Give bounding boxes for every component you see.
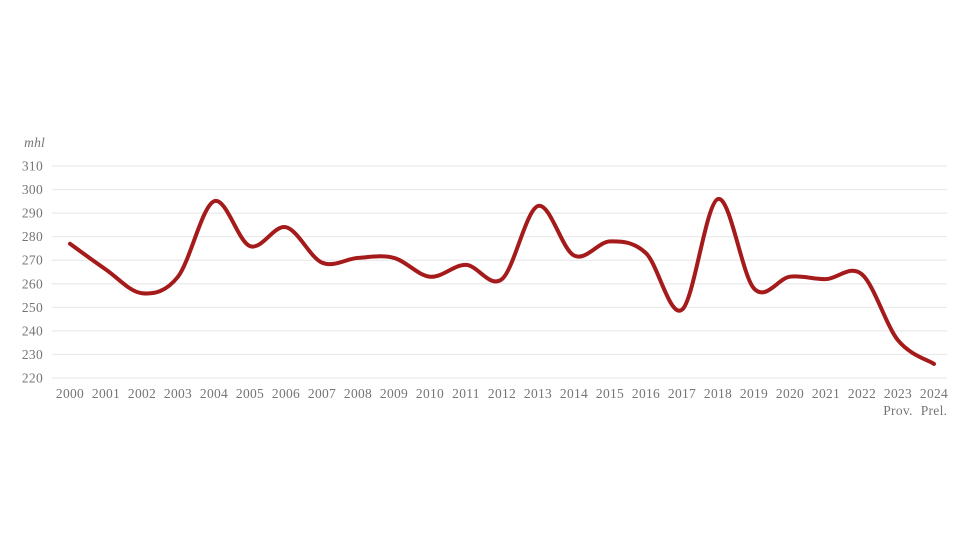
y-tick-label: 260 [22, 276, 43, 291]
y-tick-label: 240 [22, 323, 43, 338]
x-tick-label: 2016 [632, 386, 660, 401]
x-tick-label: 2007 [308, 386, 336, 401]
y-tick-label: 250 [22, 300, 43, 315]
x-tick-label: 2015 [596, 386, 624, 401]
x-tick-label: 2023 [884, 386, 912, 401]
x-tick-label: 2021 [812, 386, 840, 401]
y-axis-unit-label: mhl [24, 135, 45, 150]
x-tick-label: 2022 [848, 386, 876, 401]
x-tick-label: 2010 [416, 386, 444, 401]
x-tick-label: 2005 [236, 386, 264, 401]
x-tick-label: 2017 [668, 386, 696, 401]
x-tick-label: 2002 [128, 386, 156, 401]
y-tick-label: 290 [22, 206, 43, 221]
x-axis-tick-labels: 2000 2001 2002 2003 2004 2005 2006 2007 2008 2009… [56, 386, 948, 418]
y-axis-tick-labels: 310 300 290 280 270 260 250 240 230 220 [22, 159, 43, 386]
x-tick-label: 2011 [452, 386, 480, 401]
y-tick-label: 270 [22, 253, 43, 268]
x-tick-label: 2024 [920, 386, 948, 401]
x-tick-label: 2006 [272, 386, 300, 401]
y-tick-label: 300 [22, 182, 43, 197]
x-tick-label: 2008 [344, 386, 372, 401]
y-tick-label: 310 [22, 159, 43, 174]
x-tick-label: 2019 [740, 386, 768, 401]
x-sub-label: Prel. [921, 403, 948, 418]
y-tick-label: 230 [22, 347, 43, 362]
y-tick-label: 280 [22, 229, 43, 244]
x-tick-label: 2000 [56, 386, 84, 401]
x-tick-label: 2018 [704, 386, 732, 401]
x-sub-label: Prov. [883, 403, 913, 418]
x-tick-label: 2014 [560, 386, 588, 401]
x-tick-label: 2009 [380, 386, 408, 401]
x-tick-label: 2003 [164, 386, 192, 401]
gridlines [52, 165, 947, 379]
x-tick-label: 2020 [776, 386, 804, 401]
y-tick-label: 220 [22, 371, 43, 386]
x-tick-label: 2001 [92, 386, 120, 401]
x-tick-label: 2013 [524, 386, 552, 401]
production-line [68, 197, 936, 366]
x-tick-label: 2012 [488, 386, 516, 401]
x-tick-label: 2004 [200, 386, 228, 401]
